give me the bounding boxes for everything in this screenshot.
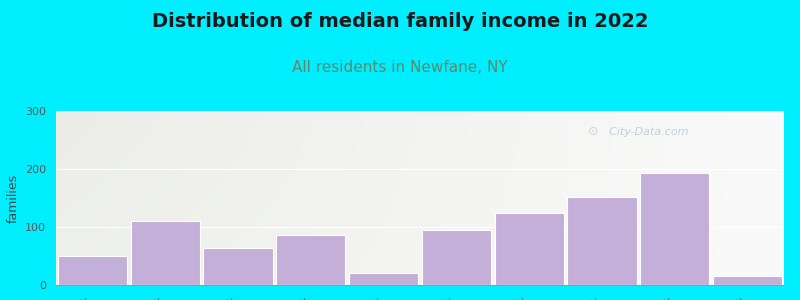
Bar bbox=[713, 276, 782, 285]
Text: Distribution of median family income in 2022: Distribution of median family income in … bbox=[152, 12, 648, 31]
Bar bbox=[349, 273, 418, 285]
Bar bbox=[494, 212, 564, 285]
Bar bbox=[640, 173, 710, 285]
Text: All residents in Newfane, NY: All residents in Newfane, NY bbox=[292, 60, 508, 75]
Bar bbox=[422, 230, 491, 285]
Text: ⊙: ⊙ bbox=[587, 125, 598, 138]
Bar bbox=[130, 221, 200, 285]
Bar bbox=[58, 256, 127, 285]
Text: City-Data.com: City-Data.com bbox=[602, 127, 689, 137]
Bar bbox=[203, 248, 273, 285]
Bar bbox=[567, 197, 637, 285]
Y-axis label: families: families bbox=[6, 173, 19, 223]
Bar bbox=[276, 235, 346, 285]
